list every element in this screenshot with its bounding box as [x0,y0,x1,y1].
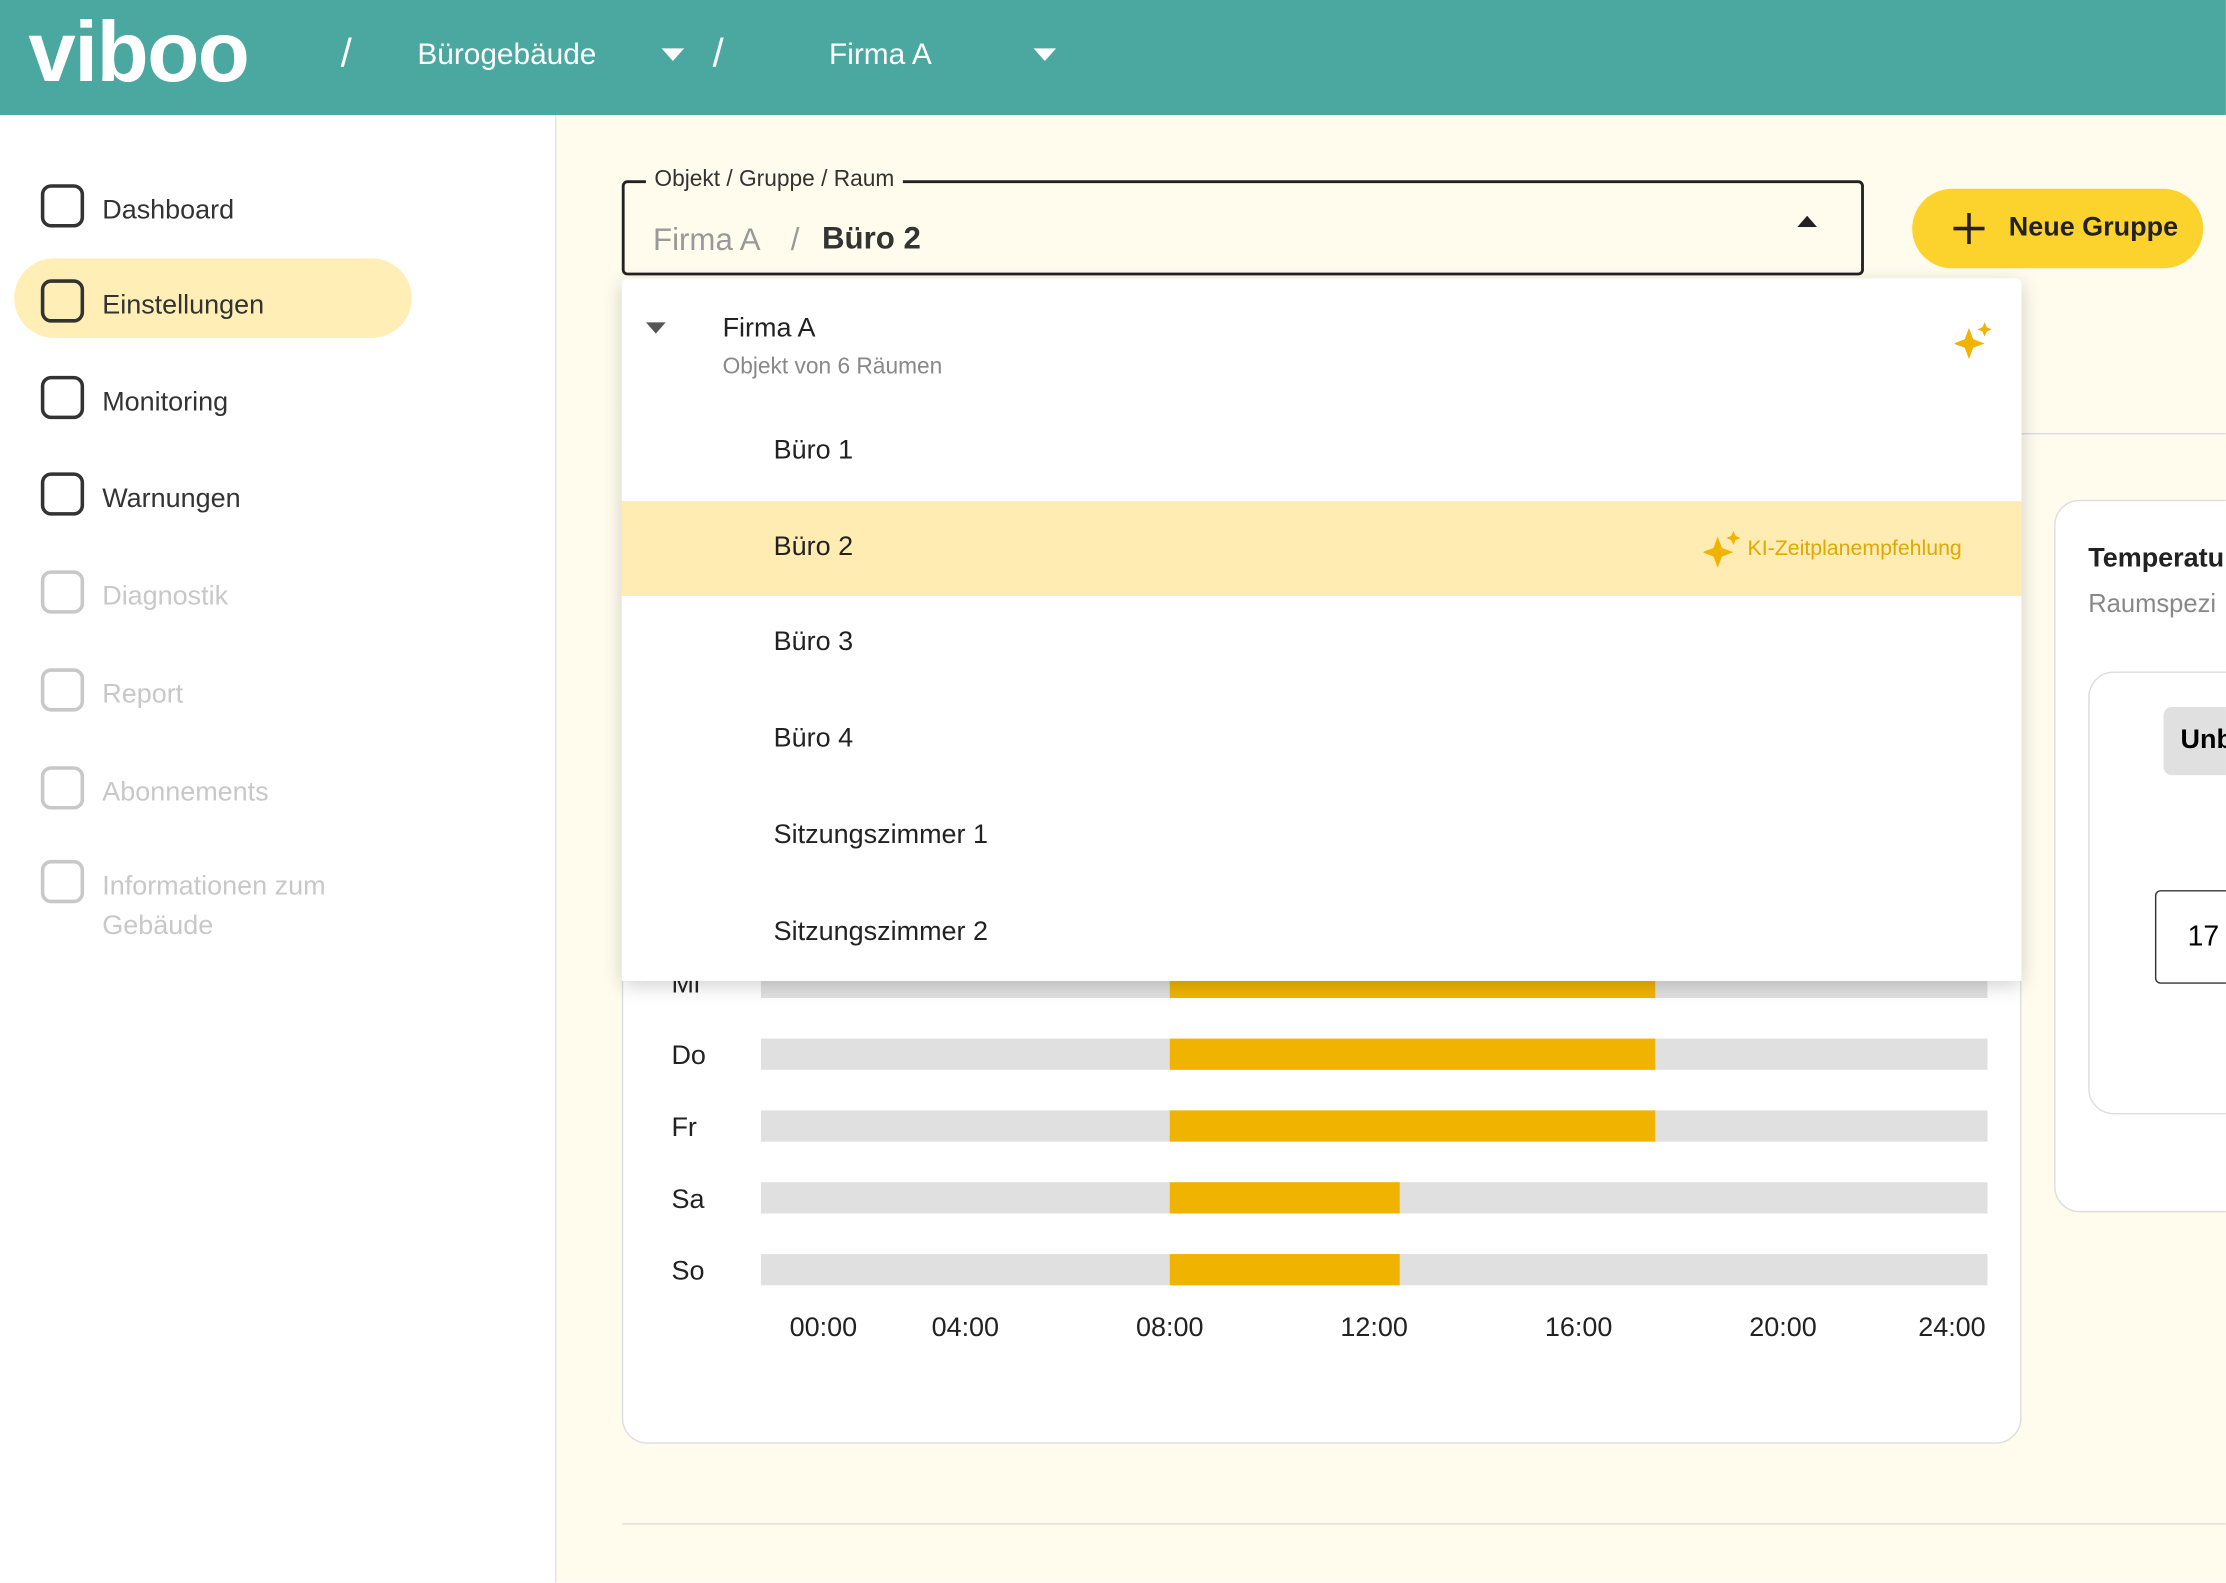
x-tick-label: 16:00 [1545,1312,1613,1342]
caret [1033,48,1057,62]
nav-icon [40,766,85,810]
group-name[interactable]: Firma A [722,313,816,344]
room-option[interactable]: Büro 3 [621,596,2022,692]
logo[interactable]: viboo [28,4,249,100]
group-subtitle: Objekt von 6 Räumen [722,354,943,380]
room-option[interactable]: Büro 2 KI-Zeitplanempfehlung [621,500,2022,596]
path-part: Büro 2 [821,220,921,256]
x-tick-label: 20:00 [1749,1312,1817,1342]
path-separator: / [790,221,800,257]
nav-icon [40,279,85,323]
dropdown: Firma A Objekt von 6 Räumen Büro 1 Büro 2… [621,278,2022,981]
nav-item[interactable]: Einstellungen [102,291,265,321]
card-subtitle: Raumspezi [2088,589,2217,618]
header: viboo / Bürogebäude / Firma A [0,0,2226,115]
sidebar: Dashboard Einstellungen Monitoring Warnunge… [0,114,557,1583]
x-tick-label: 00:00 [790,1312,857,1342]
schedule-bar [1169,1038,1656,1070]
room-name: Büro 2 [773,531,854,562]
building-select[interactable]: Bürogebäude [417,38,597,71]
separator: / [340,31,352,76]
room-name: Büro 1 [773,435,854,466]
nav-icon [40,668,85,712]
day-label: Do [671,1040,705,1070]
room-name: Büro 3 [773,628,854,658]
nav-icon [40,570,85,614]
path-part: Firma A [653,221,761,257]
nav-item: Informationen zum Gebäude [102,871,326,942]
x-tick-label: 04:00 [932,1312,1000,1342]
caret [1797,215,1818,228]
company-select[interactable]: Firma A [829,38,932,71]
nav-item[interactable]: Monitoring [102,387,229,418]
nav-icon [40,375,85,420]
select-box[interactable]: Firma A / Büro 2 [621,180,1864,276]
schedule-bar [1169,1110,1656,1142]
collapse-icon[interactable] [645,322,666,334]
room-name: Sitzungszimmer 1 [773,820,989,851]
nav-item[interactable]: Dashboard [102,195,235,226]
card-title: Temperatu [2088,543,2225,574]
x-tick-label: 12:00 [1340,1312,1408,1342]
room-name: Sitzungszimmer 2 [773,916,989,947]
room-option[interactable]: Sitzungszimmer 1 [621,789,2022,885]
select-label: Objekt / Gruppe / Raum [645,167,903,194]
ai-icon [1703,530,1741,568]
day-label: Fr [671,1112,696,1142]
day-label: Sa [671,1184,704,1214]
nav-icon [40,184,85,228]
nav-item: Report [102,679,184,710]
room-name: Büro 4 [773,724,854,754]
x-tick-label: 08:00 [1136,1312,1204,1342]
active-pill [14,258,412,338]
schedule-bar [1169,1254,1400,1286]
new-group-button[interactable]: Neue Gruppe [1912,188,2204,269]
ai-badge: KI-Zeitplanempfehlung [1747,536,1962,561]
room-option[interactable]: Büro 4 [621,692,2022,789]
inner-box: Unb 17 [2088,671,2226,1115]
schedule-bar [1169,1182,1400,1214]
temperature-card: Temperatu Raumspezi Unb 17 [2054,499,2226,1213]
button-label: Neue Gruppe [2008,212,2179,243]
plus-icon [1953,212,1985,245]
room-option[interactable]: Sitzungszimmer 2 [621,885,2022,981]
divider [621,1523,2226,1525]
separator: / [712,31,724,76]
nav-item: Abonnements [102,777,269,808]
chip[interactable]: Unb [2163,706,2226,776]
day-label: So [671,1256,704,1286]
room-option[interactable]: Büro 1 [621,404,2022,500]
nav-icon [40,859,85,904]
caret [661,48,685,62]
nav-item[interactable]: Warnungen [102,484,241,514]
input[interactable]: 17 [2154,890,2226,984]
nav-item: Diagnostik [102,582,229,612]
divider [1863,432,2226,435]
ai-icon [1954,322,1992,360]
x-tick-label: 24:00 [1918,1312,1986,1342]
nav-icon [40,472,85,516]
